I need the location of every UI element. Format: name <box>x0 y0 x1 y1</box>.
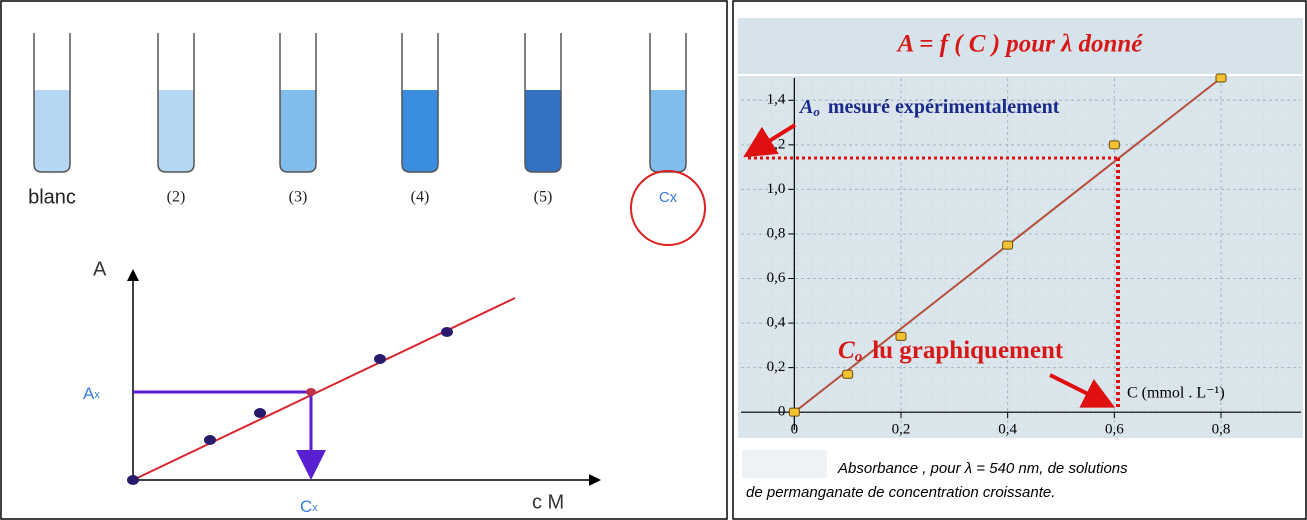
tube-label: (5) <box>534 189 553 206</box>
caption-blank <box>742 450 827 478</box>
tube-liquid <box>34 90 70 172</box>
point <box>127 475 139 485</box>
caption-line: Absorbance , pour λ = 540 nm, de solutio… <box>837 460 1128 477</box>
point <box>306 388 316 396</box>
y-tick-label: 0,2 <box>767 359 786 375</box>
x-tick-label: 0,4 <box>998 422 1017 438</box>
y-label: A <box>93 258 107 280</box>
point <box>1216 74 1226 82</box>
point <box>1003 241 1013 249</box>
tube-label: (3) <box>289 189 308 206</box>
point <box>1109 141 1119 149</box>
y-tick-label: 1,4 <box>767 92 786 108</box>
tube-liquid <box>402 90 438 172</box>
tube-label: (4) <box>411 189 430 206</box>
chart-title: A = f ( C ) pour λ donné <box>896 31 1144 58</box>
point <box>441 327 453 337</box>
point <box>843 370 853 378</box>
tube-liquid <box>525 90 561 172</box>
annotation-a-sub: o <box>813 104 820 119</box>
caption-line: de permanganate de concentration croissa… <box>746 484 1055 501</box>
x-tick-label: 0,6 <box>1105 422 1124 438</box>
y-tick-label: 0,6 <box>767 270 786 286</box>
x-axis-label: C (mmol . L⁻¹) <box>1127 385 1225 402</box>
x-tick-label: 0,8 <box>1212 422 1231 438</box>
y-tick-label: 0,8 <box>767 225 786 241</box>
annotation-c-text: lu graphiquement <box>872 337 1064 364</box>
point <box>789 408 799 416</box>
annotation-c: Co lu graphiquement <box>838 337 1064 366</box>
ax-sub: x <box>94 389 100 401</box>
ax-main: A <box>83 384 95 403</box>
annotation-a-text: mesuré expérimentalement <box>828 96 1060 118</box>
tube-liquid <box>280 90 316 172</box>
x-tick-label: 0,2 <box>892 422 911 438</box>
annotation-c-sub: o <box>855 349 863 365</box>
annotation-a: Ao mesuré expérimentalement <box>798 96 1060 119</box>
tube-liquid <box>650 90 686 172</box>
x-label: c M <box>532 491 564 513</box>
point <box>374 354 386 364</box>
page: { "tubes": [ {"label": "blanc", "color":… <box>0 0 1307 520</box>
cx-sub: x <box>312 502 318 514</box>
tube-liquid <box>158 90 194 172</box>
point <box>204 435 216 445</box>
tube-label: (2) <box>167 189 186 206</box>
tube-label: blanc <box>28 186 76 208</box>
annotation-a-symbol: A <box>798 96 813 118</box>
cx-main: C <box>300 497 312 516</box>
y-tick-label: 1,0 <box>767 181 786 197</box>
y-tick-label: 0,4 <box>767 315 786 331</box>
annotation-c-symbol: C <box>838 337 855 364</box>
figure: blanc (2) (3) (4) (5) Cx A c M Ax Cx A = f ( … <box>0 0 1307 520</box>
point <box>254 408 266 418</box>
tube-label: Cx <box>659 189 678 206</box>
left-panel <box>1 1 727 519</box>
